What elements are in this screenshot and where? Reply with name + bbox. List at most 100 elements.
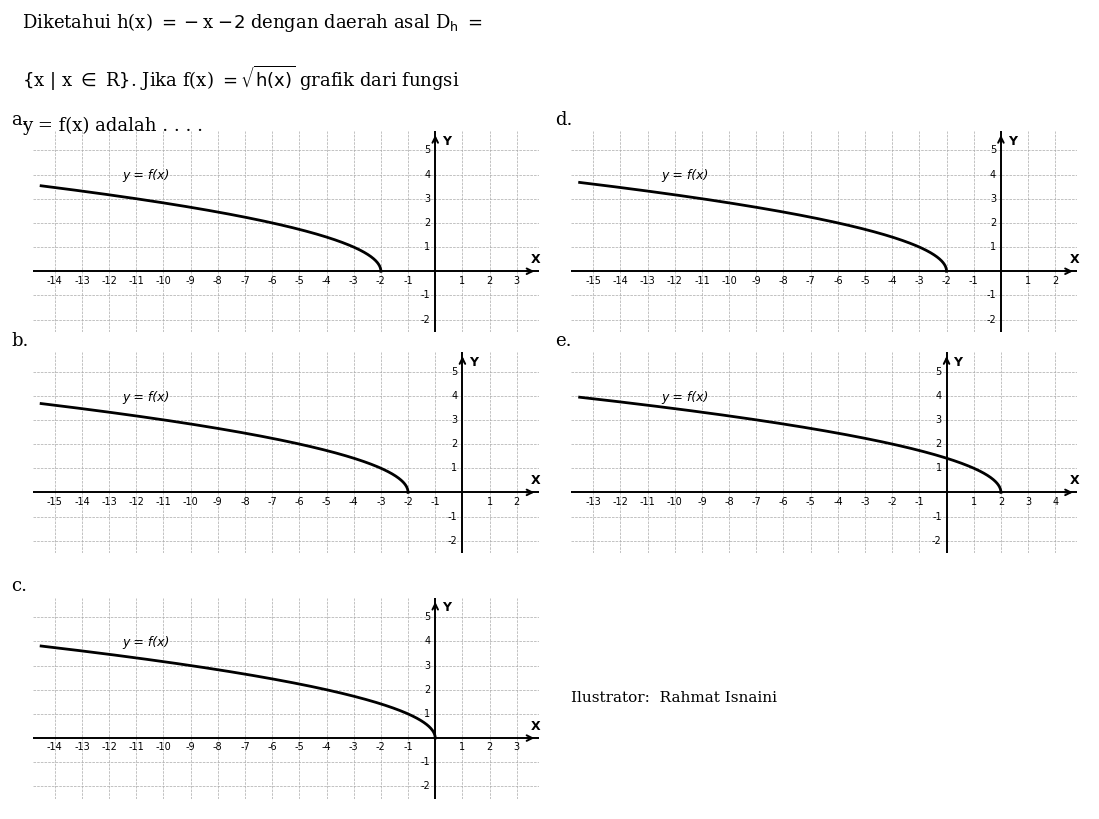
Text: -2: -2 [421, 781, 431, 791]
Text: -1: -1 [448, 512, 457, 522]
Text: Y: Y [953, 355, 963, 369]
Text: -2: -2 [942, 276, 952, 286]
Text: -13: -13 [74, 276, 90, 286]
Text: -15: -15 [47, 497, 63, 507]
Text: -3: -3 [914, 276, 924, 286]
Text: Ilustrator:  Rahmat Isnaini: Ilustrator: Rahmat Isnaini [571, 691, 777, 705]
Text: -10: -10 [667, 497, 682, 507]
Text: Y: Y [442, 134, 451, 147]
Text: 3: 3 [513, 743, 520, 753]
Text: 4: 4 [424, 636, 431, 646]
Text: 2: 2 [452, 439, 457, 449]
Text: X: X [531, 720, 541, 733]
Text: -3: -3 [348, 743, 358, 753]
Text: y = f(x): y = f(x) [662, 170, 709, 183]
Text: 1: 1 [424, 709, 431, 719]
Text: -14: -14 [47, 276, 63, 286]
Text: -11: -11 [640, 497, 655, 507]
Text: -14: -14 [612, 276, 629, 286]
Text: -4: -4 [833, 497, 843, 507]
Text: -8: -8 [213, 276, 223, 286]
Text: -6: -6 [267, 743, 277, 753]
Text: -12: -12 [101, 743, 116, 753]
Text: -10: -10 [182, 497, 199, 507]
Text: -13: -13 [74, 743, 90, 753]
Text: -6: -6 [833, 276, 843, 286]
Text: 2: 2 [424, 218, 431, 228]
Text: -10: -10 [721, 276, 737, 286]
Text: -8: -8 [213, 743, 223, 753]
Text: -14: -14 [74, 497, 90, 507]
Text: -3: -3 [348, 276, 358, 286]
Text: e.: e. [555, 332, 571, 350]
Text: X: X [1069, 474, 1079, 487]
Text: 3: 3 [452, 415, 457, 425]
Text: -1: -1 [932, 512, 942, 522]
Text: -12: -12 [667, 276, 682, 286]
Text: 3: 3 [935, 415, 942, 425]
Text: -2: -2 [932, 536, 942, 545]
Text: 1: 1 [459, 743, 466, 753]
Text: -2: -2 [986, 314, 996, 324]
Text: -7: -7 [752, 497, 762, 507]
Text: -4: -4 [348, 497, 358, 507]
Text: 5: 5 [424, 146, 431, 156]
Text: 1: 1 [1025, 276, 1031, 286]
Text: -2: -2 [376, 743, 386, 753]
Text: 4: 4 [1052, 497, 1058, 507]
Text: 3: 3 [513, 276, 520, 286]
Text: 2: 2 [990, 218, 996, 228]
Text: -7: -7 [267, 497, 277, 507]
Text: y = f(x): y = f(x) [123, 391, 170, 404]
Text: -5: -5 [806, 497, 815, 507]
Text: $\{$x $|$ x $\in$ R$\}$. Jika f(x) $= \sqrt{\mathrm{h(x)}}$ grafik dari fungsi: $\{$x $|$ x $\in$ R$\}$. Jika f(x) $= \s… [22, 64, 459, 93]
Text: -14: -14 [47, 743, 63, 753]
Text: -9: -9 [697, 497, 707, 507]
Text: -13: -13 [640, 276, 655, 286]
Text: -2: -2 [421, 314, 431, 324]
Text: -1: -1 [969, 276, 978, 286]
Text: -6: -6 [267, 276, 277, 286]
Text: -8: -8 [724, 497, 734, 507]
Text: -12: -12 [612, 497, 629, 507]
Text: -3: -3 [861, 497, 869, 507]
Text: 2: 2 [1052, 276, 1058, 286]
Text: -1: -1 [431, 497, 440, 507]
Text: Y: Y [469, 355, 478, 369]
Text: a.: a. [11, 111, 27, 129]
Text: Y: Y [1008, 134, 1017, 147]
Text: -12: -12 [129, 497, 144, 507]
Text: -2: -2 [403, 497, 413, 507]
Text: -7: -7 [806, 276, 815, 286]
Text: -4: -4 [322, 743, 331, 753]
Text: 5: 5 [424, 613, 431, 622]
Text: -15: -15 [586, 276, 601, 286]
Text: -1: -1 [403, 743, 413, 753]
Text: X: X [531, 253, 541, 266]
Text: 1: 1 [424, 242, 431, 252]
Text: 3: 3 [990, 194, 996, 204]
Text: 3: 3 [424, 661, 431, 671]
Text: 5: 5 [935, 367, 942, 377]
Text: 4: 4 [935, 391, 942, 400]
Text: 4: 4 [990, 170, 996, 179]
Text: 3: 3 [1025, 497, 1031, 507]
Text: -13: -13 [586, 497, 601, 507]
Text: Y: Y [442, 601, 451, 614]
Text: -1: -1 [421, 291, 431, 301]
Text: 5: 5 [452, 367, 457, 377]
Text: -11: -11 [695, 276, 710, 286]
Text: X: X [1069, 253, 1079, 266]
Text: -4: -4 [887, 276, 897, 286]
Text: y = f(x): y = f(x) [123, 170, 170, 183]
Text: 1: 1 [452, 464, 457, 473]
Text: -7: -7 [240, 743, 249, 753]
Text: -9: -9 [186, 276, 196, 286]
Text: y = f(x) adalah . . . .: y = f(x) adalah . . . . [22, 117, 202, 135]
Text: -5: -5 [295, 276, 304, 286]
Text: -2: -2 [887, 497, 897, 507]
Text: 2: 2 [513, 497, 520, 507]
Text: 1: 1 [935, 464, 942, 473]
Text: -6: -6 [295, 497, 304, 507]
Text: 5: 5 [990, 146, 996, 156]
